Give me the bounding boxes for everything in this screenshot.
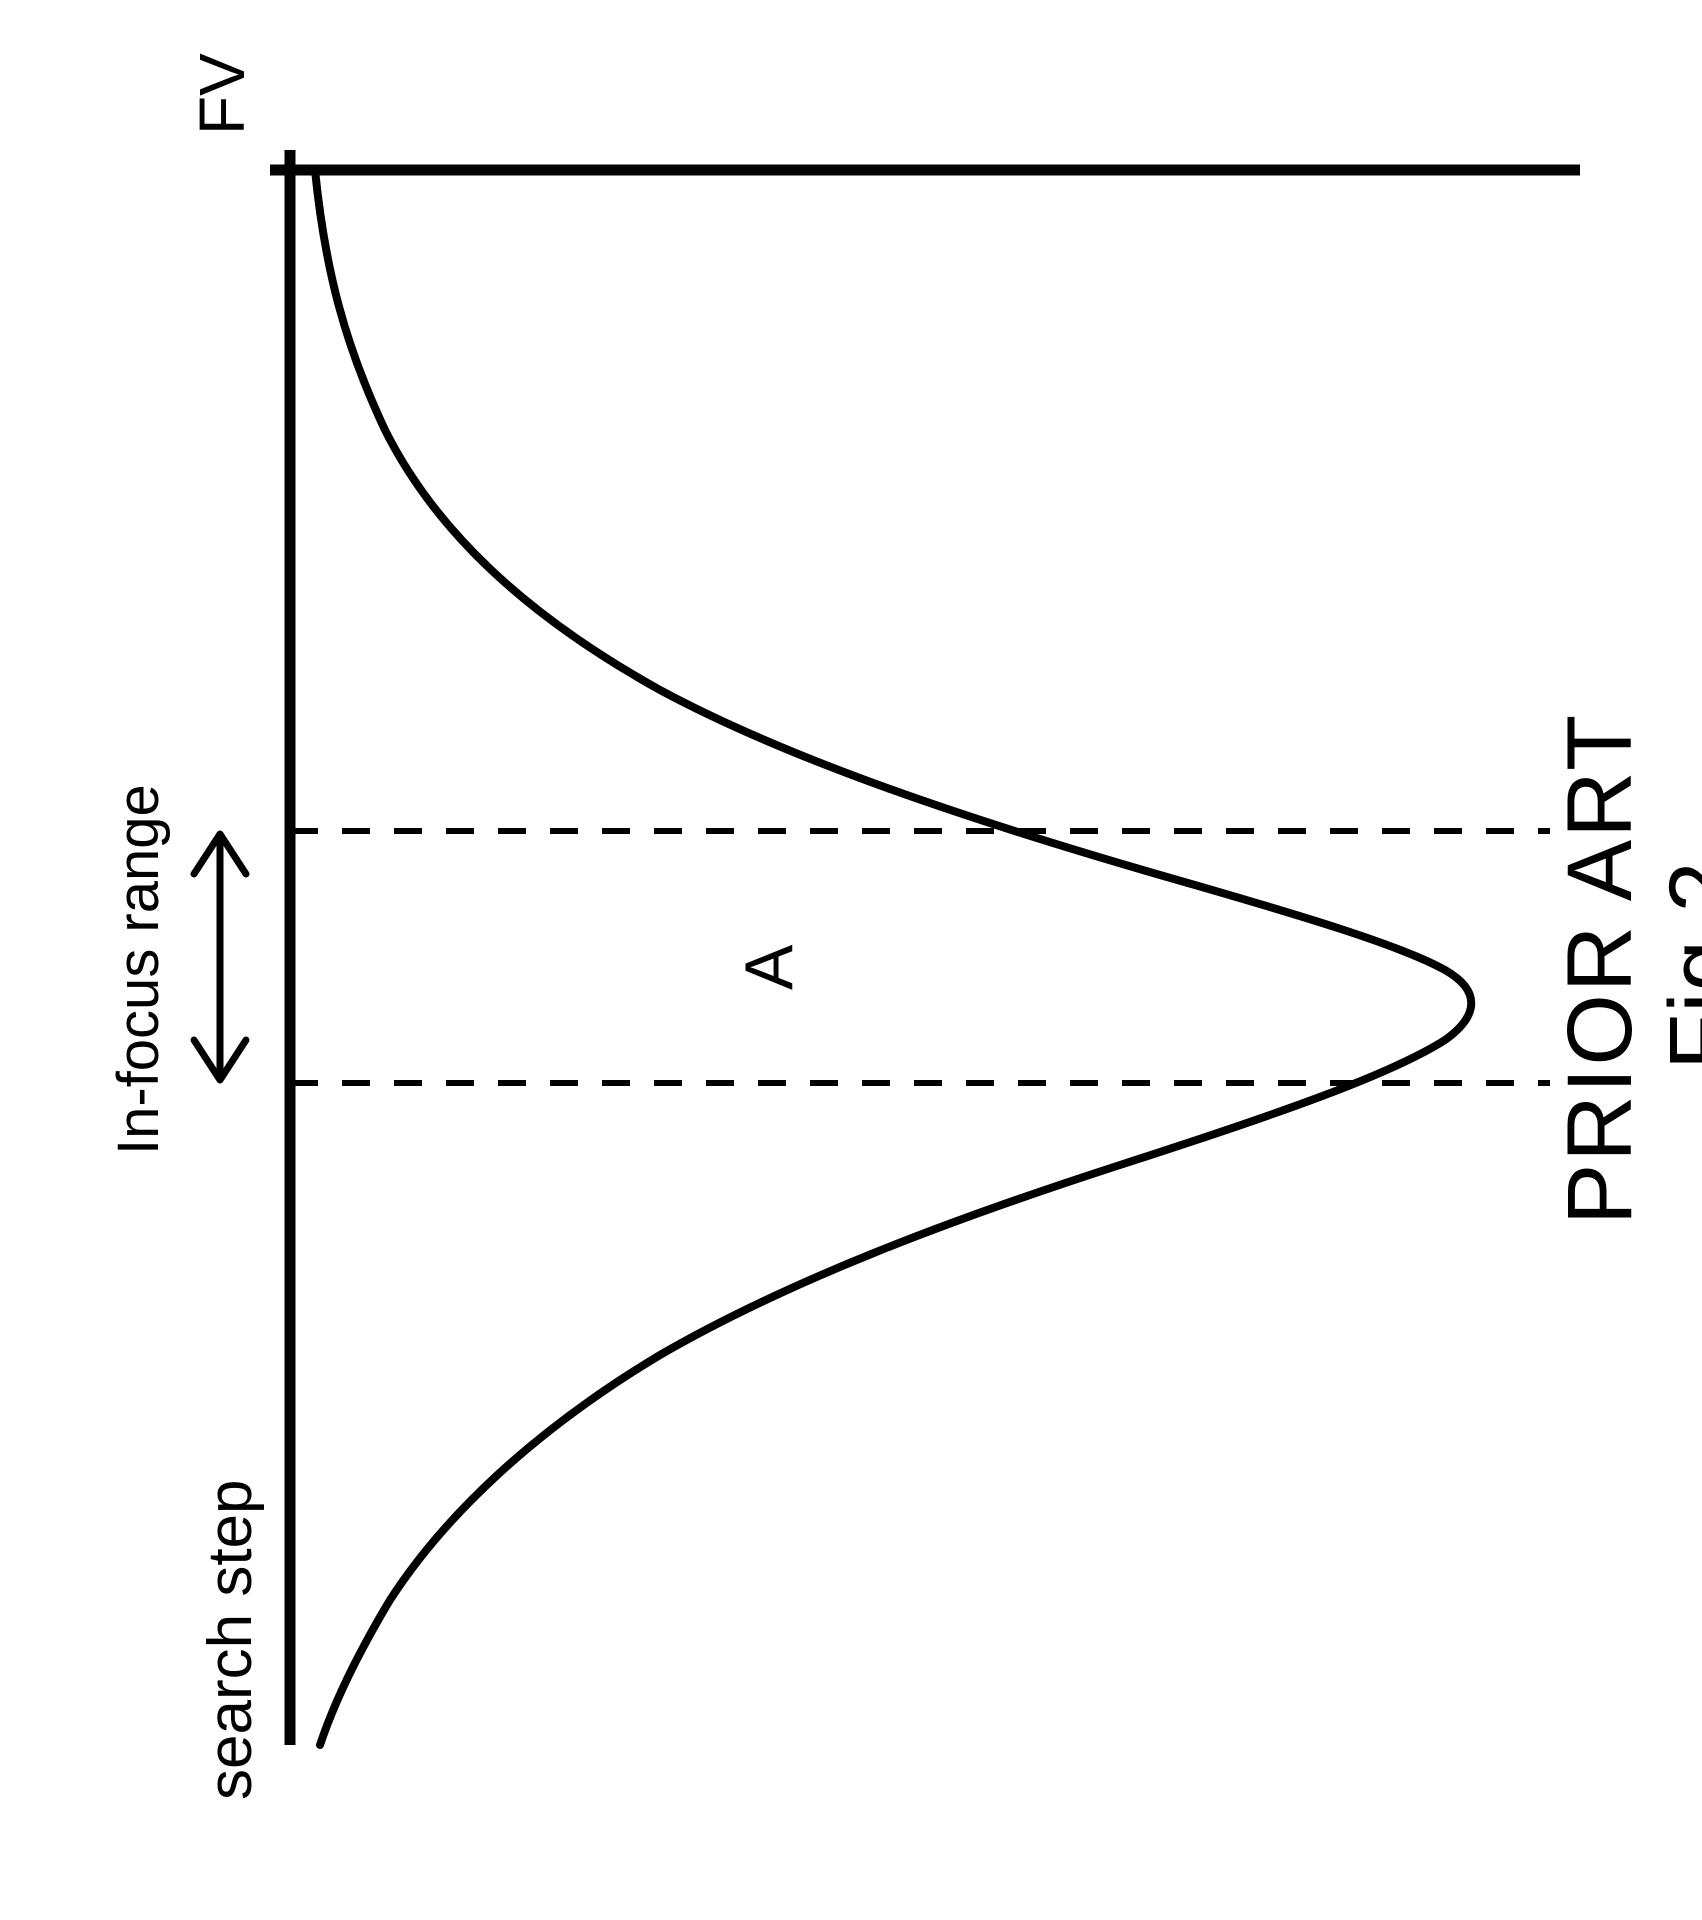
y-axis-label: FV — [185, 53, 259, 135]
figure-stage: FV search step In-focus range A Fig.2 PR… — [0, 0, 1702, 1920]
peak-label: A — [730, 945, 808, 990]
caption-fig: Fig.2 — [1650, 860, 1702, 1070]
focus-range-label: In-focus range — [105, 784, 172, 1155]
focus-range-arrow — [194, 834, 246, 1080]
plot-group — [194, 150, 1580, 1745]
caption-priorart: PRIOR ART — [1548, 713, 1653, 1225]
x-axis-label: search step — [195, 1479, 266, 1800]
fv-curve — [315, 170, 1471, 1745]
